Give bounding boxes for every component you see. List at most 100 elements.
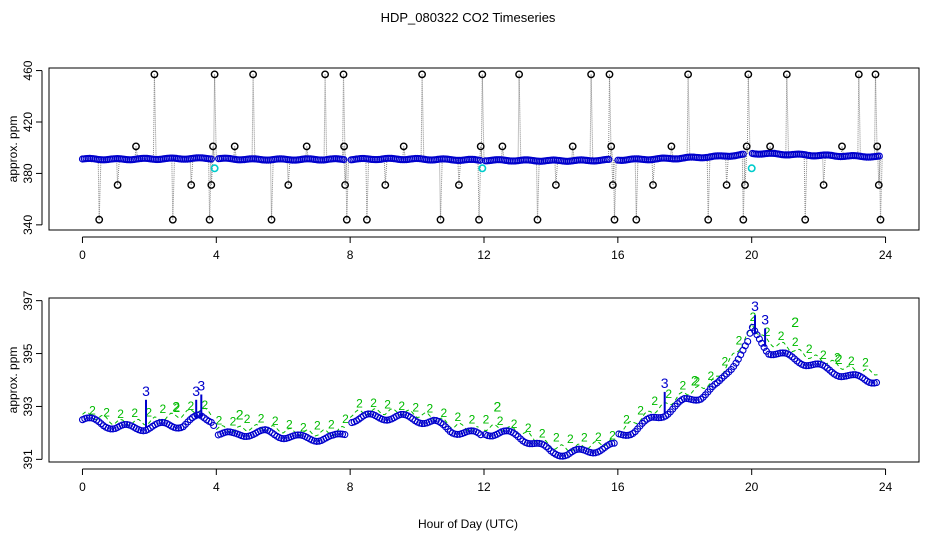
bottom-avg-point bbox=[835, 372, 843, 380]
bottom-lag2-label: 2 bbox=[595, 430, 602, 444]
bottom-avg-point bbox=[655, 414, 663, 422]
bottom-avg-point bbox=[430, 416, 438, 424]
top-spike-point bbox=[478, 70, 487, 79]
bottom-avg-point bbox=[186, 416, 194, 424]
top-connector bbox=[421, 74, 425, 160]
bottom-avg-point bbox=[664, 410, 672, 418]
bottom-lag2-label: 2 bbox=[440, 406, 447, 420]
top-x-tick-label: 0 bbox=[79, 248, 86, 262]
bottom-avg-point bbox=[650, 413, 658, 421]
bottom-lag2-label: 2 bbox=[679, 379, 686, 393]
bottom-avg-point bbox=[313, 437, 321, 445]
bottom-avg-point bbox=[179, 423, 187, 431]
bottom-marker-label: 2 bbox=[835, 351, 843, 367]
bottom-lag2-label: 2 bbox=[862, 355, 869, 369]
bottom-avg-point bbox=[788, 353, 796, 361]
top-connector bbox=[840, 146, 843, 157]
top-spike-point bbox=[205, 215, 214, 224]
bottom-avg-point bbox=[692, 396, 700, 404]
top-connector bbox=[252, 74, 256, 160]
bottom-avg-point bbox=[622, 431, 630, 439]
top-x-tick-label: 16 bbox=[611, 248, 625, 262]
bottom-lag2-label: 2 bbox=[314, 419, 321, 433]
bottom-avg-point bbox=[847, 371, 855, 379]
top-spike-point bbox=[381, 181, 390, 189]
top-spike-point bbox=[801, 215, 810, 224]
bottom-lag2-label: 2 bbox=[159, 402, 166, 416]
top-spike-point bbox=[168, 215, 177, 224]
top-spike-point bbox=[704, 215, 713, 224]
bottom-avg-point bbox=[690, 396, 698, 404]
bottom-avg-point bbox=[441, 423, 450, 431]
top-spike-point bbox=[854, 70, 863, 79]
bottom-avg-point bbox=[397, 410, 405, 418]
top-connector bbox=[858, 74, 861, 157]
top-connector bbox=[116, 159, 119, 186]
bottom-lag2-label: 2 bbox=[384, 397, 391, 411]
top-connector bbox=[209, 158, 212, 220]
bottom-avg-point bbox=[381, 416, 389, 424]
bottom-x-tick-label: 16 bbox=[611, 480, 625, 494]
top-connector bbox=[572, 146, 575, 161]
top-y-tick-label: 460 bbox=[21, 60, 35, 80]
bottom-lag2-label: 2 bbox=[356, 397, 363, 411]
bottom-avg-point bbox=[502, 427, 510, 435]
top-x-tick-label: 20 bbox=[745, 248, 759, 262]
bottom-y-tick-label: 391 bbox=[21, 449, 35, 469]
bottom-lag2-label: 2 bbox=[455, 410, 462, 424]
bottom-avg-point bbox=[184, 418, 192, 426]
top-connector bbox=[874, 74, 876, 157]
top-spike-point bbox=[210, 70, 219, 79]
bottom-avg-point bbox=[465, 427, 473, 435]
bottom-avg-point bbox=[720, 372, 728, 380]
top-connector bbox=[785, 74, 788, 155]
top-connector bbox=[706, 156, 709, 220]
bottom-avg-point bbox=[95, 418, 103, 426]
bottom-marker-label: 2 bbox=[494, 399, 502, 415]
top-connector bbox=[98, 159, 102, 220]
top-spike-points bbox=[95, 70, 885, 224]
bottom-avg-point bbox=[418, 420, 426, 428]
bottom-y-tick-label: 393 bbox=[21, 396, 35, 416]
top-spike-point bbox=[649, 181, 657, 189]
bottom-lag2-label: 2 bbox=[651, 394, 658, 408]
top-spike-point bbox=[95, 215, 104, 224]
top-y-tick-label: 340 bbox=[21, 215, 35, 235]
bottom-avg-point bbox=[652, 413, 660, 422]
top-spike-point bbox=[132, 142, 140, 151]
bottom-lag2-label: 2 bbox=[342, 412, 349, 426]
bottom-avg-point bbox=[680, 394, 688, 403]
bottom-lag2-label: 2 bbox=[553, 431, 560, 445]
top-connector bbox=[875, 146, 878, 157]
bottom-avg-point bbox=[107, 425, 115, 433]
top-spike-point bbox=[476, 142, 485, 151]
top-baseline-point bbox=[605, 155, 613, 163]
bottom-avg-point bbox=[868, 379, 876, 387]
x-axis-label: Hour of Day (UTC) bbox=[418, 517, 518, 531]
chart-title: HDP_080322 CO2 Timeseries bbox=[381, 10, 556, 25]
top-spike-point bbox=[150, 70, 159, 79]
top-connector bbox=[439, 159, 441, 220]
top-connector bbox=[555, 160, 559, 186]
top-connector bbox=[97, 159, 100, 220]
top-connector bbox=[726, 155, 729, 186]
top-spike-point bbox=[608, 181, 617, 189]
bottom-avg-point bbox=[85, 414, 94, 422]
bottom-avg-point bbox=[776, 349, 785, 357]
bottom-x-axis: 0 4 8 12 16 20 24 bbox=[79, 468, 893, 494]
bottom-avg-point bbox=[814, 360, 822, 368]
bottom-avg-point bbox=[336, 430, 344, 438]
bottom-avg-point bbox=[619, 431, 628, 439]
top-connector bbox=[768, 146, 771, 154]
top-connector bbox=[208, 158, 211, 220]
bottom-avg-point bbox=[439, 421, 447, 429]
top-spike-point bbox=[321, 70, 329, 79]
bottom-avg-point bbox=[556, 452, 564, 460]
top-connector bbox=[172, 158, 175, 220]
top-connector bbox=[458, 159, 462, 186]
bottom-lag2-label: 2 bbox=[764, 325, 771, 339]
bottom-marker-label: 3 bbox=[761, 312, 769, 328]
top-x-tick-label: 24 bbox=[879, 248, 893, 262]
top-spike-point bbox=[454, 181, 463, 189]
